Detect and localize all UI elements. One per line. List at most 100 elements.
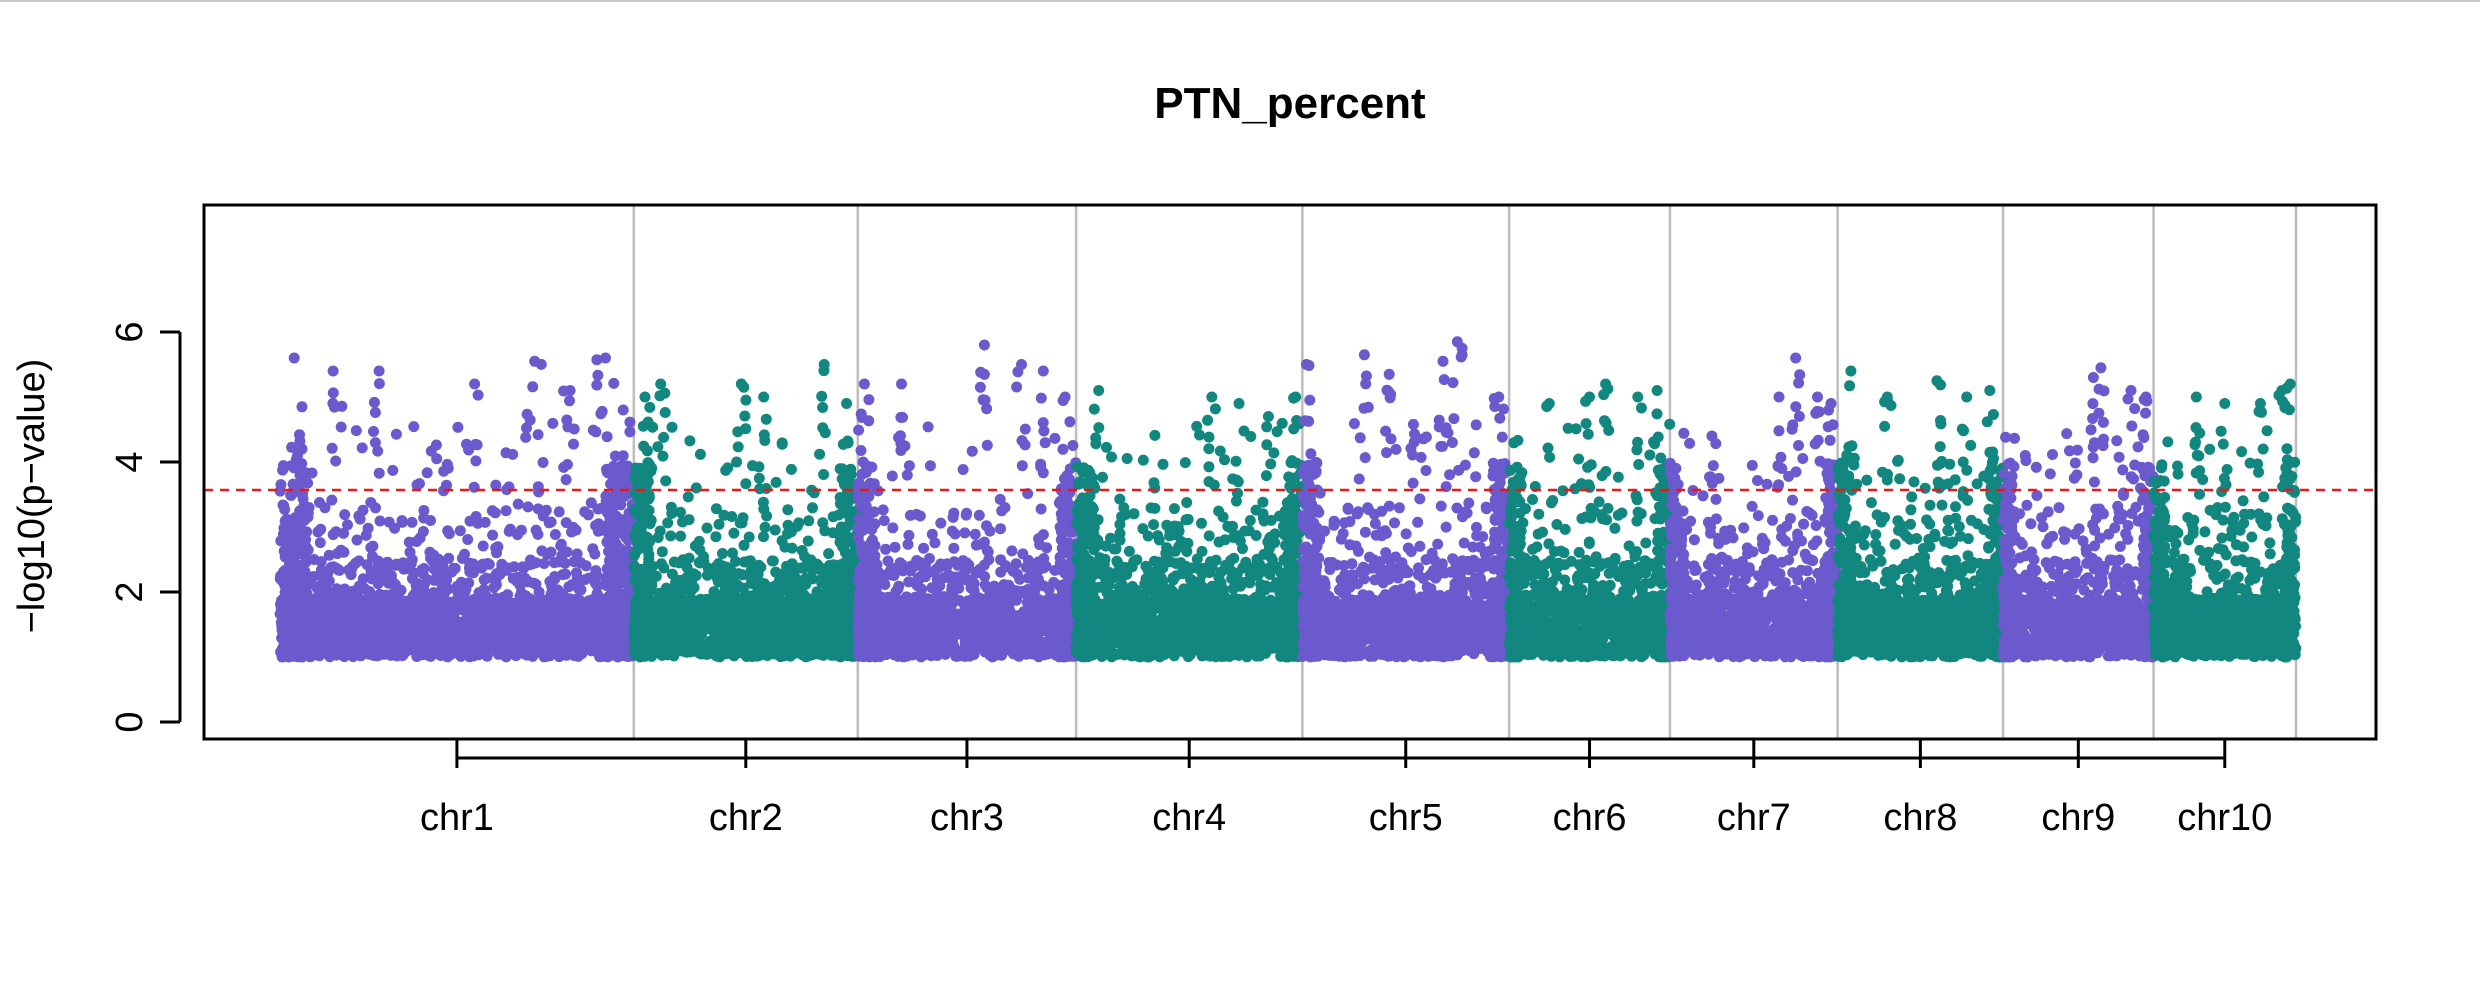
snp-point — [322, 567, 334, 579]
snp-point — [331, 548, 343, 560]
snp-point — [701, 647, 712, 659]
snp-point — [453, 645, 465, 657]
snp-point — [760, 483, 772, 494]
snp-point — [655, 558, 667, 570]
snp-point — [408, 567, 420, 579]
snp-point — [924, 553, 935, 564]
snp-point — [469, 604, 481, 616]
snp-point — [326, 494, 338, 506]
snp-point — [590, 565, 602, 577]
snp-point — [771, 625, 783, 637]
snp-point — [443, 528, 455, 540]
snp-point — [365, 542, 377, 554]
snp-point — [558, 385, 570, 397]
snp-point — [818, 365, 830, 377]
snp-point — [935, 517, 947, 529]
snp-points — [274, 336, 2302, 663]
snp-point — [421, 467, 433, 479]
snp-point — [959, 527, 971, 539]
snp-point — [350, 425, 362, 437]
snp-point — [505, 598, 517, 610]
snp-point — [593, 518, 605, 530]
snp-point — [764, 596, 776, 608]
snp-point — [759, 435, 771, 446]
snp-point — [629, 530, 641, 542]
snp-point — [668, 623, 680, 635]
snp-point — [574, 598, 586, 610]
snp-point — [877, 504, 889, 516]
snp-point — [840, 470, 852, 482]
snp-point — [684, 594, 696, 606]
snp-point — [449, 562, 461, 574]
snp-point — [342, 606, 354, 617]
snp-point — [411, 651, 423, 662]
snp-point — [728, 527, 740, 539]
snp-point — [637, 420, 649, 432]
snp-point — [685, 567, 696, 579]
snp-point — [545, 588, 557, 600]
snp-point — [390, 428, 402, 440]
snp-point — [575, 557, 587, 569]
snp-point — [530, 623, 542, 635]
snp-point — [767, 555, 779, 567]
snp-point — [644, 401, 656, 413]
snp-point — [512, 498, 524, 510]
snp-point — [617, 450, 629, 462]
snp-point — [683, 514, 695, 526]
snp-point — [675, 643, 687, 654]
snp-point — [319, 502, 331, 514]
snp-point — [413, 594, 425, 606]
snp-point — [500, 505, 512, 517]
snp-point — [346, 649, 358, 660]
snp-point — [722, 462, 734, 474]
snp-point — [636, 596, 648, 607]
snp-point — [513, 617, 525, 629]
snp-point — [435, 612, 447, 624]
snp-point — [533, 586, 545, 598]
snp-point — [758, 531, 769, 543]
snp-point — [659, 407, 671, 418]
snp-point — [735, 611, 747, 623]
snp-point — [880, 543, 892, 555]
series-chr1 — [274, 352, 640, 663]
snp-point — [838, 499, 850, 511]
snp-point — [452, 421, 464, 433]
snp-point — [555, 615, 567, 627]
snp-point — [294, 429, 305, 441]
snp-point — [969, 528, 981, 540]
snp-point — [459, 548, 470, 560]
snp-point — [521, 408, 533, 420]
snp-point — [957, 464, 969, 475]
snp-point — [723, 611, 735, 623]
snp-point — [441, 458, 453, 470]
snp-point — [776, 437, 788, 449]
snp-point — [368, 426, 379, 437]
snp-point — [662, 602, 674, 614]
snp-point — [918, 542, 930, 554]
snp-point — [782, 580, 794, 592]
snp-point — [496, 633, 508, 645]
snp-point — [602, 648, 614, 660]
snp-point — [739, 410, 751, 422]
snp-point — [339, 509, 351, 521]
snp-point — [582, 509, 594, 521]
snp-point — [660, 475, 672, 487]
snp-point — [292, 446, 304, 458]
snp-point — [478, 574, 490, 586]
snp-point — [279, 586, 291, 598]
snp-point — [287, 530, 299, 542]
snp-point — [638, 638, 650, 650]
snp-point — [477, 540, 489, 552]
snp-point — [758, 503, 770, 515]
snp-point — [526, 648, 538, 660]
snp-point — [365, 497, 377, 508]
snp-point — [601, 575, 612, 587]
snp-point — [489, 507, 501, 519]
snp-point — [301, 587, 313, 599]
snp-point — [385, 622, 397, 634]
snp-point — [487, 529, 499, 541]
snp-point — [878, 515, 890, 527]
snp-point — [753, 472, 765, 484]
snp-point — [545, 628, 557, 640]
snp-point — [502, 589, 514, 601]
